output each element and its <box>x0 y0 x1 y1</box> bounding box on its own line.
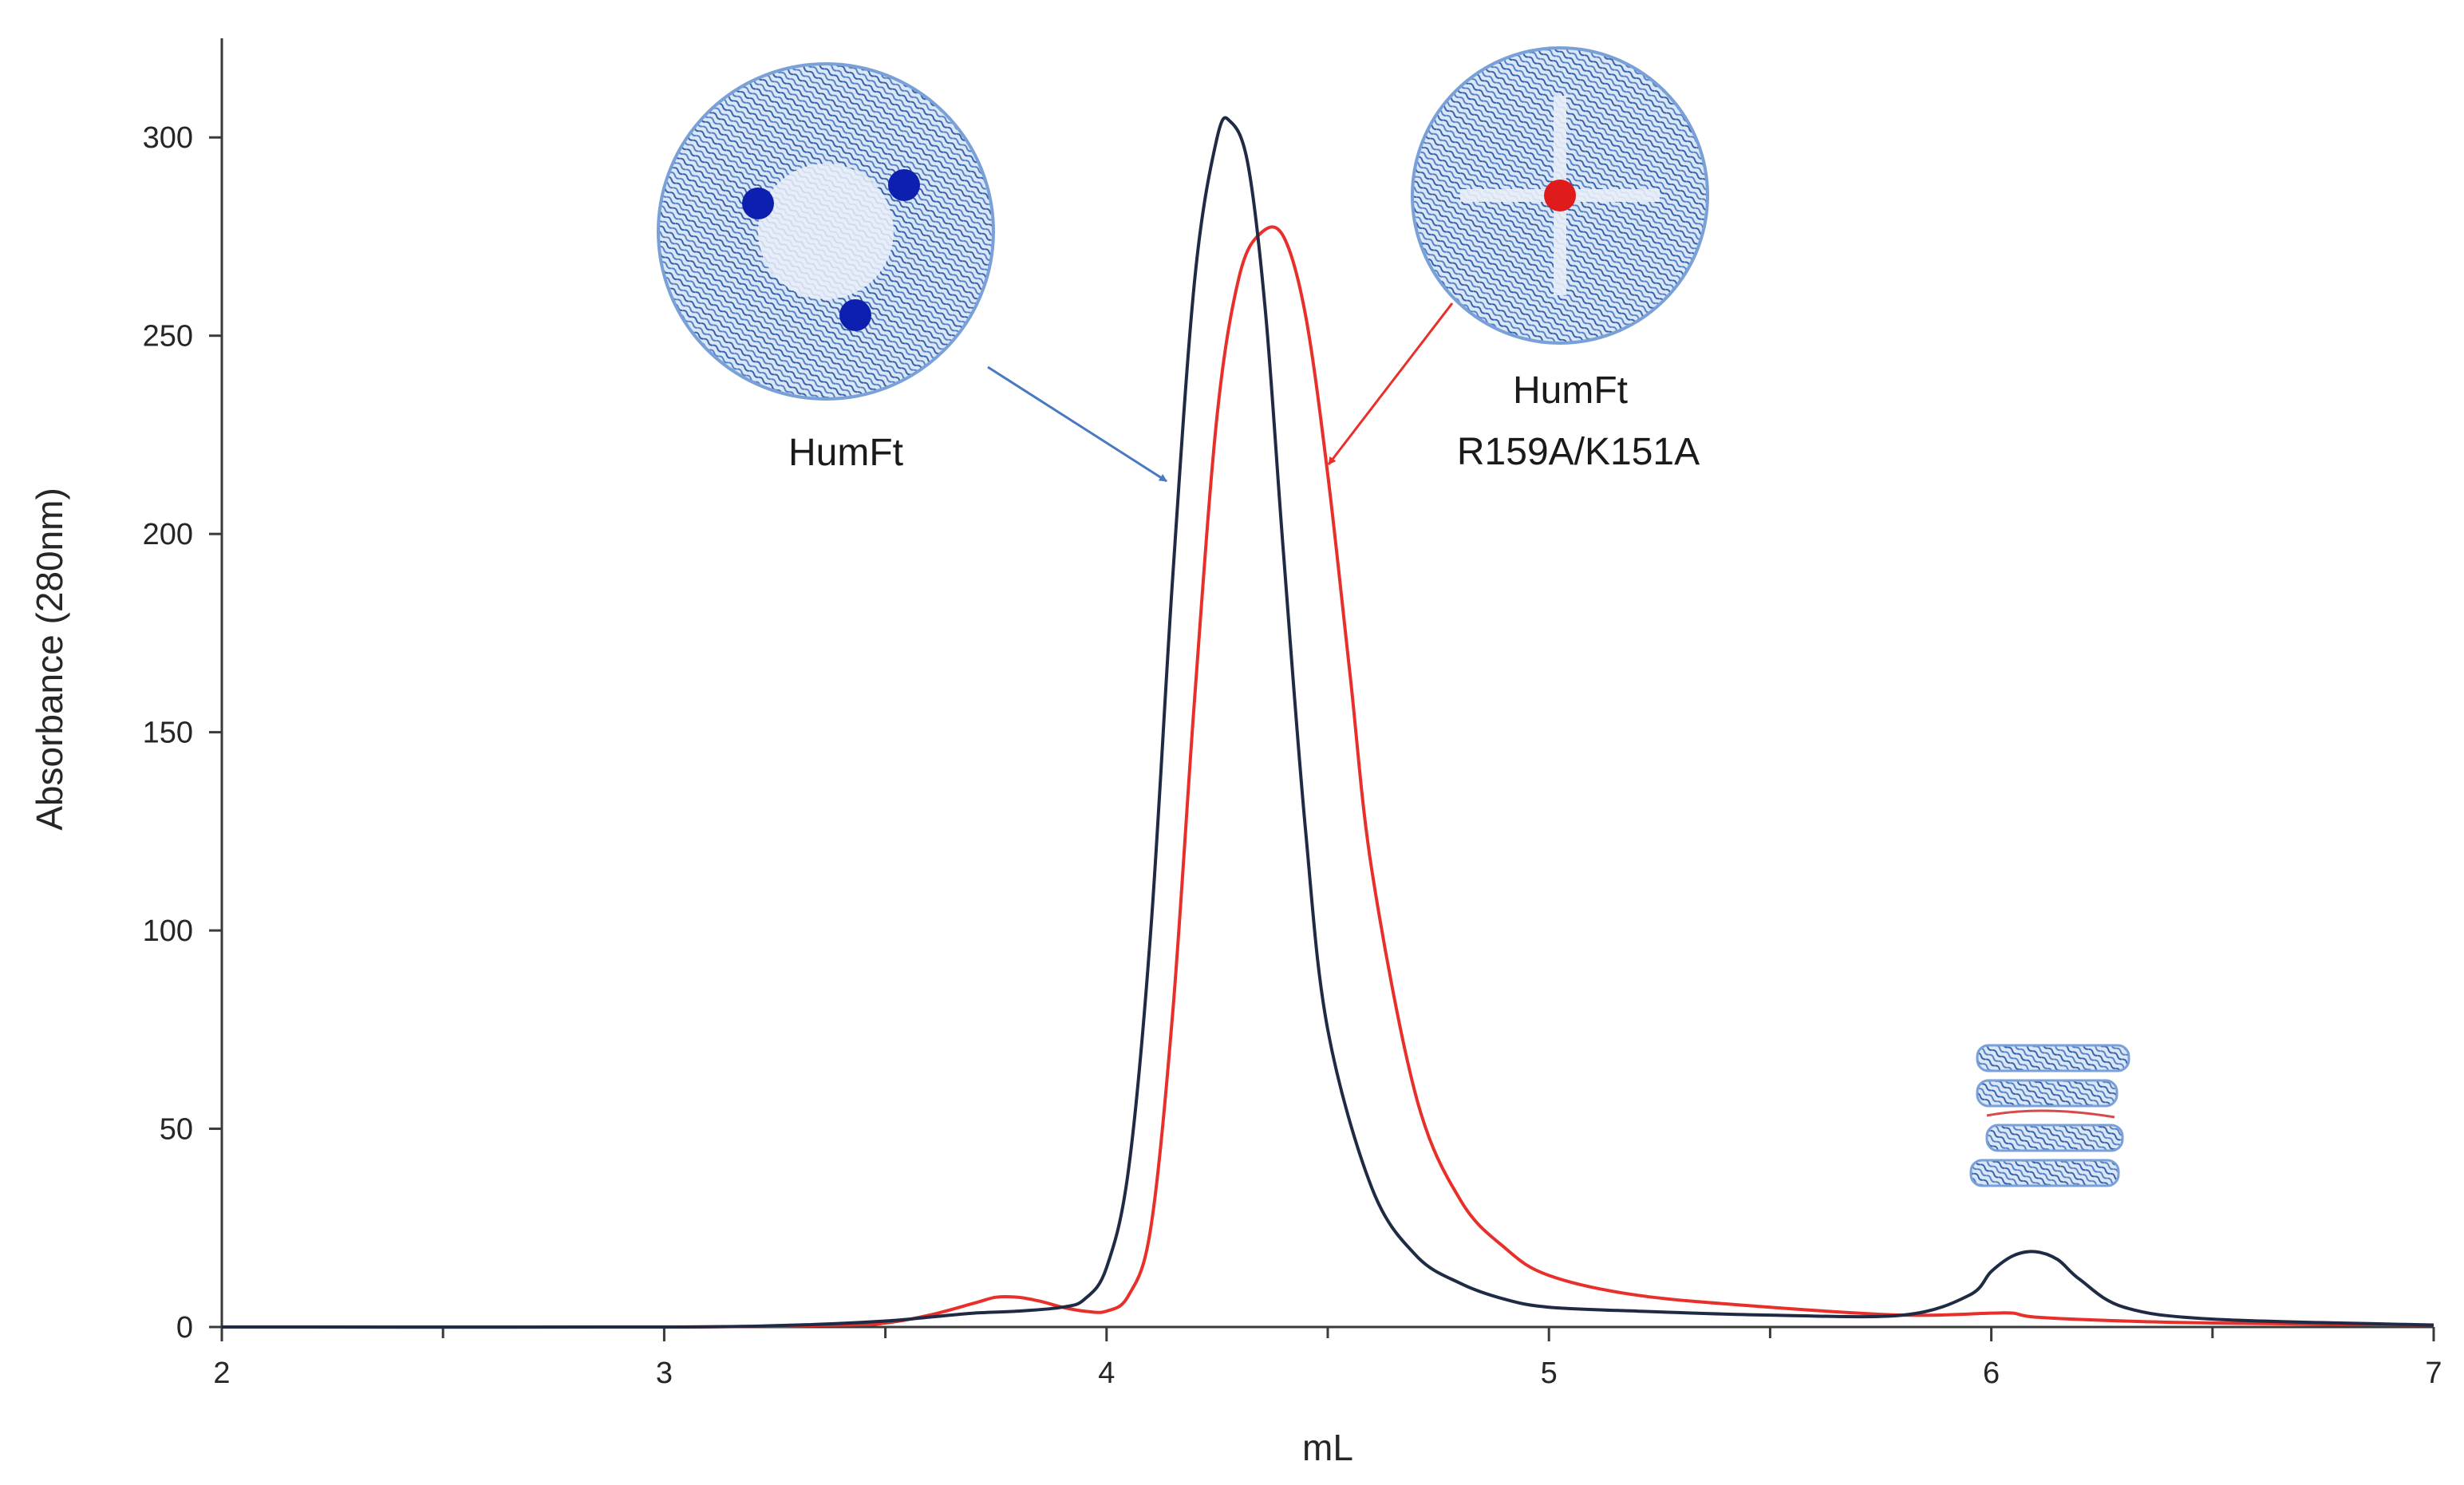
x-tick-label: 7 <box>2425 1357 2442 1390</box>
x-tick-label: 4 <box>1098 1357 1115 1390</box>
y-tick-label: 150 <box>143 717 193 750</box>
y-tick-label: 250 <box>143 320 193 353</box>
humft-mutant-structure-image <box>1411 46 1709 345</box>
series-layer <box>221 116 2434 1329</box>
y-axis-title: Absorbance (280nm) <box>29 488 70 831</box>
series-line-humft-mutant <box>221 225 2434 1329</box>
x-axis-title: mL <box>1302 1427 1353 1468</box>
y-tick-label: 300 <box>143 121 193 155</box>
y-tick-label: 50 <box>160 1113 193 1147</box>
x-tick-label: 3 <box>656 1357 673 1390</box>
dimer-structure-image <box>1969 1044 2130 1187</box>
x-tick-label: 2 <box>213 1357 230 1390</box>
y-tick-label: 0 <box>176 1311 193 1345</box>
ticks: 2 3 4 5 6 7 0 50 100 150 200 250 300 <box>143 121 2442 1390</box>
x-tick-label: 5 <box>1541 1357 1558 1390</box>
annotation-arrow-blue <box>987 365 1167 483</box>
y-tick-label: 100 <box>143 914 193 948</box>
annotation-mutant-line1: HumFt <box>1513 369 1628 412</box>
annotation-mutant-line2: R159A/K151A <box>1457 431 1700 473</box>
humft-structure-image <box>657 62 995 401</box>
x-tick-label: 6 <box>1983 1357 2000 1390</box>
series-line-humft <box>221 116 2434 1329</box>
y-tick-label: 200 <box>143 518 193 551</box>
annotation-humft: HumFt <box>788 432 903 474</box>
annotation-arrow-red <box>1327 302 1454 465</box>
